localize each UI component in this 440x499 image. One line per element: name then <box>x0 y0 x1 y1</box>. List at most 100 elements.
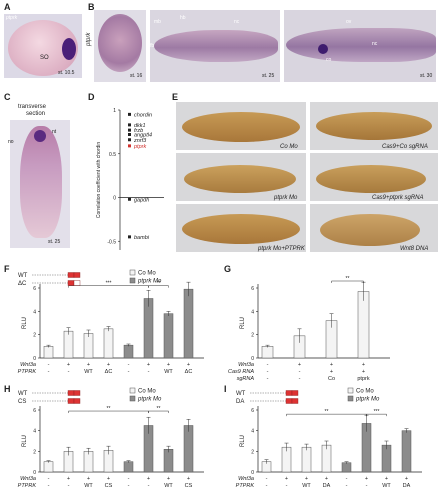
row-value: + <box>167 476 170 482</box>
panel-letter-g: G <box>224 264 232 274</box>
row-value: + <box>167 362 170 368</box>
embryo-e5 <box>182 214 300 244</box>
d-label-bambi: bambi <box>134 235 150 241</box>
legend-label-ptprk: ptprk Mo <box>137 279 162 285</box>
y-tick-label: 6 <box>33 286 36 292</box>
legend-swatch-co <box>347 387 354 394</box>
construct-domain-1 <box>67 390 75 396</box>
legend-label-ptprk: ptprk Mo <box>355 397 380 403</box>
embryo-e3 <box>184 165 296 193</box>
panel-c-image <box>10 120 70 248</box>
embryo-b1 <box>98 14 142 72</box>
y-axis-label: RLU <box>240 317 246 329</box>
legend-swatch-ptprk <box>129 395 136 402</box>
panel-letter-a: A <box>4 2 11 12</box>
bar <box>163 449 174 473</box>
y-tick-label: 0 <box>33 470 36 476</box>
embryo-b2 <box>154 30 278 62</box>
sig-label: ** <box>346 276 350 282</box>
row-value: DA <box>323 483 331 489</box>
construct-label: WT <box>18 391 28 397</box>
row-value: - <box>148 369 150 375</box>
row-value: - <box>48 362 50 368</box>
d-point-angptl4 <box>128 133 131 136</box>
panel-e-image-1 <box>176 102 306 150</box>
row-value: + <box>405 476 408 482</box>
panel-letter-e: E <box>172 92 179 102</box>
row-label: Wnt3a <box>20 476 36 482</box>
panel-e-image-4 <box>310 153 438 201</box>
panel-b-stage-1: st. 16 <box>130 73 143 79</box>
row-value: WT <box>84 369 93 375</box>
bar <box>123 461 134 473</box>
legend-swatch-co <box>129 387 136 394</box>
embryo-e6 <box>320 214 420 246</box>
bar <box>301 446 312 473</box>
d-label-frzb: frzb <box>134 128 143 134</box>
row-value: - <box>128 362 130 368</box>
d-point-frzb <box>128 128 131 132</box>
d-point-znrf3 <box>128 138 131 142</box>
panel-letter-b: B <box>88 2 95 12</box>
row-value: + <box>330 369 333 375</box>
row-value: - <box>286 483 288 489</box>
row-value: - <box>128 476 130 482</box>
panel-b-label-mb: mb <box>154 19 161 25</box>
row-value: - <box>48 369 50 375</box>
d-label-ptprk: ptprk <box>133 144 146 150</box>
row-value: CS <box>185 483 193 489</box>
bar <box>103 328 114 359</box>
row-value: + <box>147 362 150 368</box>
row-value: + <box>362 362 365 368</box>
bar <box>341 462 352 473</box>
embryo-b3 <box>286 28 436 62</box>
sig-bracket <box>148 285 169 288</box>
row-value: + <box>67 476 70 482</box>
bar <box>43 461 54 473</box>
y-axis-label: RLU <box>240 435 246 447</box>
row-value: + <box>147 476 150 482</box>
panel-b-image-3 <box>284 10 436 82</box>
row-value: - <box>128 483 130 489</box>
row-value: ΔC <box>185 369 193 375</box>
legend-label-co: Co Mo <box>138 389 156 395</box>
construct-domain-1 <box>67 272 75 278</box>
d-point-chordin <box>128 112 131 116</box>
bar <box>63 330 74 359</box>
panel-c-title-2: section <box>26 111 46 117</box>
panel-a-label-so: SO <box>40 55 49 61</box>
panel-e-label-6: Wnt8 DNA <box>400 246 429 252</box>
d-label-gapdh: gapdh <box>134 197 149 203</box>
row-value: + <box>187 362 190 368</box>
y-tick-label: 4 <box>251 309 254 315</box>
y-tick-label: 4 <box>251 429 254 435</box>
row-value: - <box>366 483 368 489</box>
construct-domain-2 <box>73 398 81 404</box>
row-value: + <box>107 362 110 368</box>
y-tick-label: 0 <box>251 470 254 476</box>
panel-e-label-2: Cas9+Co sgRNA <box>382 144 428 150</box>
panel-c-title-1: transverse <box>18 104 47 110</box>
panel-e-label-4: Cas9+ptprk sgRNA <box>372 195 424 201</box>
row-label: PTPRK <box>18 483 37 489</box>
panel-e-image-3 <box>176 153 306 201</box>
panel-a-image <box>4 14 82 78</box>
construct-domain-2 <box>73 272 81 278</box>
row-label: Wnt3a <box>20 362 36 368</box>
panel-b-label-fb: fb <box>150 43 155 49</box>
section-c <box>20 126 62 238</box>
row-value: - <box>148 483 150 489</box>
d-tick-label: 1 <box>113 108 116 114</box>
construct-label: CS <box>18 399 26 405</box>
panel-letter-i: I <box>224 384 227 394</box>
bar <box>83 333 94 359</box>
bar <box>163 313 174 359</box>
row-label: PTPRK <box>236 483 255 489</box>
legend-label-co: Co Mo <box>138 271 156 277</box>
construct-label: ΔC <box>18 281 27 287</box>
construct-label: WT <box>236 391 246 397</box>
